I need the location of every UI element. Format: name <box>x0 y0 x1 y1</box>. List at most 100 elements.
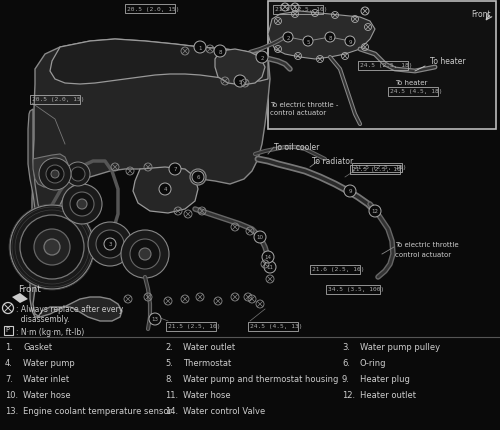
Text: 5: 5 <box>238 79 242 84</box>
Text: 9: 9 <box>348 189 352 194</box>
Text: 13.: 13. <box>5 406 18 415</box>
Text: 3.: 3. <box>342 342 350 351</box>
Text: control actuator: control actuator <box>270 110 326 116</box>
Circle shape <box>46 166 64 184</box>
Text: 8: 8 <box>218 49 222 54</box>
Text: 7.: 7. <box>5 374 13 383</box>
Text: 5.: 5. <box>165 358 173 367</box>
Circle shape <box>104 239 116 250</box>
Circle shape <box>303 37 313 47</box>
Text: Heater plug: Heater plug <box>360 374 410 383</box>
Polygon shape <box>268 12 375 60</box>
Circle shape <box>214 46 226 58</box>
Text: 4: 4 <box>163 187 167 192</box>
Text: : N·m (kg·m, ft-lb): : N·m (kg·m, ft-lb) <box>16 327 84 336</box>
Text: 14.: 14. <box>165 406 178 415</box>
Text: 10.: 10. <box>5 390 18 399</box>
Text: 8.: 8. <box>165 374 173 383</box>
Circle shape <box>254 231 266 243</box>
Text: 2.: 2. <box>165 342 173 351</box>
Circle shape <box>139 249 151 261</box>
Text: Front: Front <box>18 284 41 293</box>
Polygon shape <box>12 293 28 303</box>
Circle shape <box>62 184 102 224</box>
Circle shape <box>194 174 202 181</box>
Text: 21.6 (2.5, 16): 21.6 (2.5, 16) <box>312 267 364 272</box>
Circle shape <box>345 37 355 47</box>
Text: Water inlet: Water inlet <box>23 374 69 383</box>
Polygon shape <box>133 168 198 214</box>
Text: 7: 7 <box>174 167 177 172</box>
Circle shape <box>88 222 132 266</box>
Text: 1.: 1. <box>5 342 13 351</box>
Polygon shape <box>28 110 55 264</box>
Circle shape <box>283 33 293 43</box>
Circle shape <box>96 230 124 258</box>
Circle shape <box>234 76 246 88</box>
Circle shape <box>169 164 181 175</box>
Text: To electric throttle: To electric throttle <box>395 241 458 247</box>
Polygon shape <box>30 40 270 321</box>
Text: 12: 12 <box>372 209 378 214</box>
Text: 11: 11 <box>266 265 274 270</box>
Text: 13: 13 <box>152 317 158 322</box>
Text: Heater outlet: Heater outlet <box>360 390 416 399</box>
Text: To oil cooler: To oil cooler <box>274 143 320 152</box>
Text: Water hose: Water hose <box>23 390 70 399</box>
Circle shape <box>39 159 71 190</box>
Text: 24.5 (4.5, 13): 24.5 (4.5, 13) <box>250 324 302 329</box>
Text: P: P <box>5 327 9 333</box>
Circle shape <box>149 313 161 325</box>
Circle shape <box>325 33 335 43</box>
Circle shape <box>71 168 85 181</box>
Text: : Always replace after every: : Always replace after every <box>16 304 123 313</box>
Text: control actuator: control actuator <box>395 252 451 258</box>
Circle shape <box>66 163 90 187</box>
Text: To heater: To heater <box>395 80 428 86</box>
Text: 8: 8 <box>328 35 332 40</box>
Circle shape <box>44 240 60 255</box>
Text: 20.5 (2.0, 15): 20.5 (2.0, 15) <box>127 6 180 12</box>
Circle shape <box>194 42 206 54</box>
Text: 5: 5 <box>306 40 310 44</box>
Circle shape <box>10 206 94 289</box>
Text: Water pump pulley: Water pump pulley <box>360 342 440 351</box>
Circle shape <box>34 230 70 265</box>
Text: 24.5 (2.5, 18): 24.5 (2.5, 18) <box>360 63 412 68</box>
Text: Water control Valve: Water control Valve <box>183 406 265 415</box>
Text: 2: 2 <box>286 35 290 40</box>
Text: 10: 10 <box>256 235 264 240</box>
Polygon shape <box>33 155 68 187</box>
Circle shape <box>20 215 84 280</box>
Text: 20.5 (2.0, 15): 20.5 (2.0, 15) <box>32 97 84 102</box>
Text: disassembly.: disassembly. <box>16 314 70 323</box>
Bar <box>268 2 496 130</box>
Text: 12.: 12. <box>342 390 355 399</box>
Text: Water pump: Water pump <box>23 358 75 367</box>
Text: 1: 1 <box>198 46 202 50</box>
Text: 3: 3 <box>108 242 112 247</box>
Circle shape <box>159 184 171 196</box>
Circle shape <box>190 169 206 186</box>
Circle shape <box>264 261 276 273</box>
Text: Gasket: Gasket <box>23 342 52 351</box>
Circle shape <box>70 193 94 216</box>
Text: 21.5 (2.5, 16): 21.5 (2.5, 16) <box>352 167 405 172</box>
Text: 9.: 9. <box>342 374 350 383</box>
Text: 21.5 (2.5, 16): 21.5 (2.5, 16) <box>275 7 328 12</box>
Text: 21.5 (2.5, 16): 21.5 (2.5, 16) <box>168 324 220 329</box>
Circle shape <box>51 171 59 178</box>
Circle shape <box>77 200 87 209</box>
Circle shape <box>105 240 115 249</box>
Text: To heater: To heater <box>430 57 466 66</box>
Text: 21.5 (2.5, 16): 21.5 (2.5, 16) <box>354 165 406 170</box>
Circle shape <box>256 52 268 64</box>
Text: To radiator: To radiator <box>312 157 353 166</box>
Polygon shape <box>50 40 268 85</box>
Text: 6: 6 <box>196 175 200 180</box>
Text: O-ring: O-ring <box>360 358 386 367</box>
Text: 14: 14 <box>264 255 272 260</box>
Text: Thermostat: Thermostat <box>183 358 231 367</box>
Circle shape <box>121 230 169 278</box>
Text: 24.5 (4.5, 18): 24.5 (4.5, 18) <box>390 89 442 94</box>
